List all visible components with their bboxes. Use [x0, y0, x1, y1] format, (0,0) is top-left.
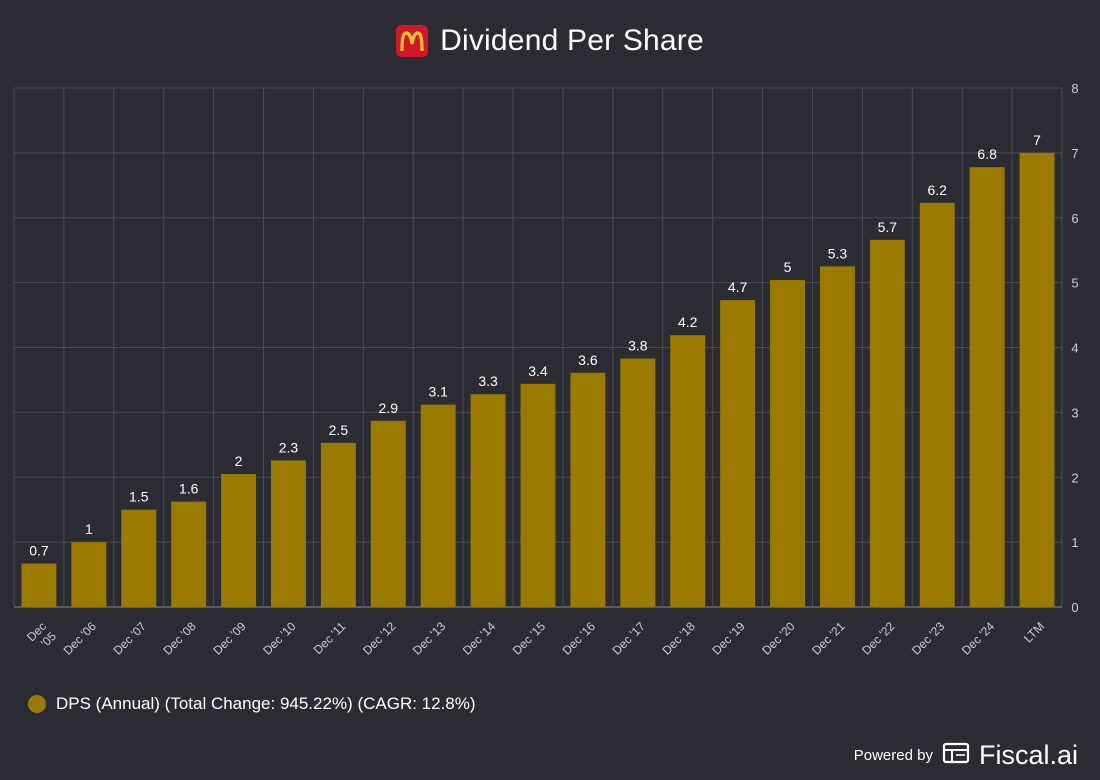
- bar: [620, 358, 656, 607]
- x-tick-label: Dec '10: [260, 619, 299, 658]
- x-tick-label: Dec '18: [659, 619, 698, 658]
- x-tick-label: Dec '21: [809, 619, 848, 658]
- x-tick-label: Dec '15: [510, 619, 549, 658]
- y-tick-label: 5: [1071, 276, 1078, 291]
- fiscal-ai-brand: Fiscal.ai: [978, 740, 1078, 770]
- bar: [71, 542, 107, 607]
- chart-legend[interactable]: DPS (Annual) (Total Change: 945.22%) (CA…: [28, 694, 476, 714]
- y-tick-label: 0: [1071, 600, 1078, 615]
- data-label: 3.8: [628, 338, 648, 354]
- legend-swatch: [28, 695, 46, 713]
- data-label: 5: [784, 259, 792, 275]
- data-label: 4.7: [728, 279, 748, 295]
- bar: [470, 394, 506, 607]
- data-label: 2.3: [279, 439, 299, 455]
- data-label: 2.5: [329, 422, 349, 438]
- y-tick-label: 6: [1071, 211, 1078, 226]
- data-label: 5.7: [878, 219, 898, 235]
- bar: [271, 460, 306, 607]
- bar: [320, 442, 356, 607]
- x-tick-label: Dec '06: [61, 619, 100, 658]
- bar: [171, 501, 207, 607]
- data-label: 0.7: [29, 543, 49, 559]
- bar: [770, 280, 805, 607]
- x-tick-label: Dec '20: [759, 619, 798, 658]
- x-tick-label: Dec '16: [560, 619, 599, 658]
- data-label: 3.1: [428, 384, 448, 400]
- bar: [919, 202, 955, 608]
- data-labels: 0.7 1 1.5 1.6 2 2.3 2.5 2.9 3.1 3.3 3.4 3.6 3.8 4.2 4.…: [29, 132, 1041, 559]
- x-tick-label: Dec '24: [959, 619, 998, 658]
- legend-label: DPS (Annual) (Total Change: 945.22%) (CA…: [56, 694, 476, 713]
- x-tick-label: Dec '17: [610, 619, 649, 658]
- x-tick-label: Dec '23: [909, 619, 948, 658]
- data-label: 7: [1033, 132, 1041, 148]
- bar: [670, 335, 706, 607]
- x-tick-label: Dec '14: [460, 619, 499, 658]
- data-label: 3.6: [578, 352, 598, 368]
- bar: [570, 372, 606, 607]
- bar: [969, 167, 1005, 607]
- mcdonalds-logo-icon: [396, 25, 429, 57]
- bar: [720, 300, 756, 607]
- data-label: 2: [235, 453, 243, 469]
- powered-by[interactable]: Powered by Fiscal.ai: [854, 740, 1078, 771]
- gridlines: [13, 87, 1063, 608]
- x-tick-label: Dec '22: [859, 619, 898, 658]
- data-label: 1: [85, 521, 93, 537]
- y-tick-label: 3: [1071, 405, 1078, 420]
- y-tick-label: 8: [1071, 81, 1078, 96]
- y-tick-label: 1: [1071, 535, 1078, 550]
- x-tick-label: Dec '09: [210, 619, 249, 658]
- y-tick-label: 7: [1071, 146, 1078, 161]
- powered-by-label: Powered by: [853, 747, 933, 764]
- data-label: 5.3: [828, 245, 848, 261]
- bar: [420, 404, 456, 607]
- bar: [869, 239, 905, 607]
- data-label: 2.9: [379, 400, 399, 416]
- x-tick-label: Dec '07: [110, 619, 149, 658]
- data-label: 6.2: [928, 182, 948, 198]
- y-tick-label: 4: [1071, 341, 1078, 356]
- x-tick-label: Dec '13: [410, 619, 449, 658]
- y-tick-label: 2: [1071, 470, 1078, 485]
- fiscal-ai-icon: [941, 741, 971, 770]
- x-tick-label: Dec '12: [360, 619, 399, 658]
- x-tick-label: Dec '19: [709, 619, 748, 658]
- bar: [520, 383, 556, 607]
- x-tick-label: LTM: [1021, 619, 1047, 645]
- chart-header: Dividend Per Share: [0, 18, 1100, 64]
- y-axis-ticks: 0 1 2 3 4 5 6 7 8: [1071, 81, 1078, 615]
- bar: [1019, 152, 1055, 607]
- bar-chart: 0 1 2 3 4 5 6 7 8 0.7 1 1.5 1.6 2 2.3 2.5 2.9 3.1 3.3 3.4 3…: [13, 81, 1079, 658]
- bar: [121, 509, 157, 607]
- bar: [819, 266, 855, 607]
- chart-title: Dividend Per Share: [440, 24, 704, 57]
- bar: [221, 474, 257, 607]
- x-tick-label: Dec'05: [24, 619, 59, 654]
- data-label: 6.8: [977, 146, 997, 162]
- x-tick-label: Dec '08: [160, 619, 199, 658]
- data-label: 1.5: [129, 489, 149, 505]
- data-label: 3.3: [478, 373, 498, 389]
- data-label: 4.2: [678, 314, 698, 330]
- bar: [370, 420, 406, 607]
- bar: [21, 563, 57, 607]
- x-axis-ticks: Dec'05 Dec '06 Dec '07 Dec '08 Dec '09 Dec '1…: [24, 619, 1047, 658]
- bars: [21, 152, 1055, 608]
- data-label: 3.4: [528, 363, 548, 379]
- data-label: 1.6: [179, 481, 199, 497]
- x-tick-label: Dec '11: [311, 619, 349, 657]
